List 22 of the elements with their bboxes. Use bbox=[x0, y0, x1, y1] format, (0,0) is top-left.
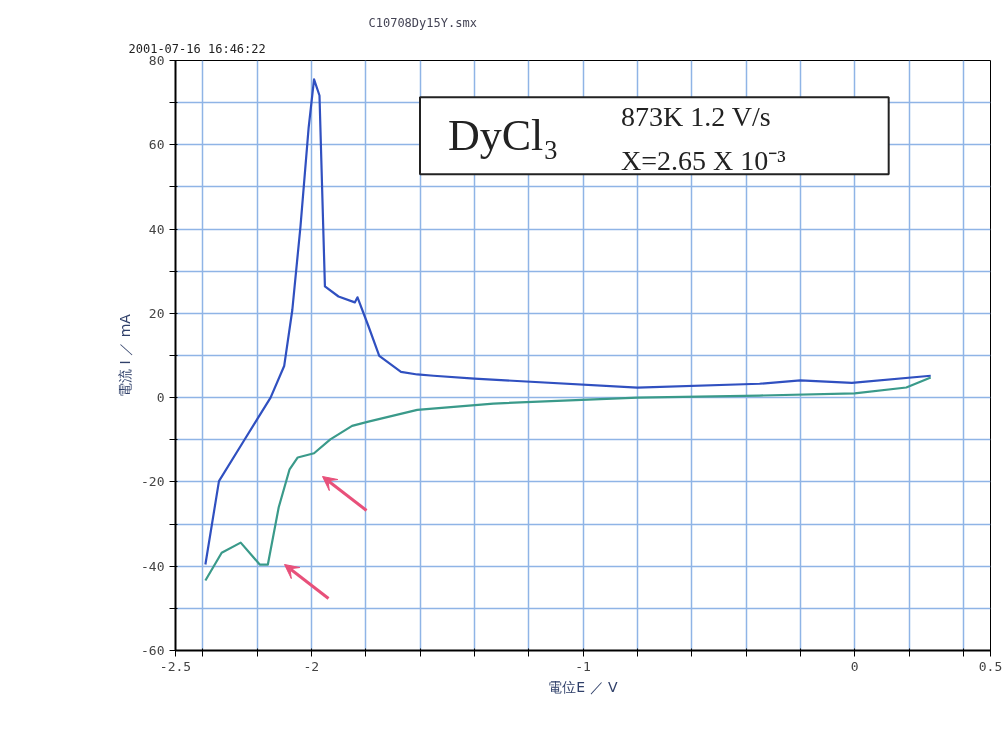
annotation: DyCl₃ bbox=[448, 111, 559, 161]
y-tick-label: 0 bbox=[156, 390, 165, 406]
x-axis-title: 電位E ／ V bbox=[548, 678, 619, 695]
annotation: 873K 1.2 V/s bbox=[621, 101, 771, 133]
y-tick-label: -20 bbox=[141, 474, 165, 490]
text: C10708Dy15Y.smx bbox=[368, 15, 477, 30]
y-tick-label: -60 bbox=[141, 643, 165, 658]
annotation: X=2.65 X 10⁻³ bbox=[621, 145, 786, 177]
x-tick-label: -2.5 bbox=[159, 658, 192, 674]
x-tick-label: 0.5 bbox=[978, 658, 1003, 674]
x-tick-label: 0 bbox=[850, 658, 859, 674]
x-tick-label: -1 bbox=[575, 658, 591, 674]
x-tick-label: -2 bbox=[303, 658, 320, 674]
line-series bbox=[204, 376, 932, 582]
y-tick-label: 20 bbox=[148, 305, 165, 321]
y-tick-label: 40 bbox=[148, 221, 165, 237]
y-tick-label: 60 bbox=[148, 137, 165, 153]
text: 2001-07-16 16:46:22 bbox=[128, 41, 266, 56]
line-series bbox=[204, 78, 932, 566]
y-axis-title: 電流 I ／ mA bbox=[117, 313, 134, 397]
y-tick-label: -40 bbox=[141, 558, 165, 574]
y-tick-label: 80 bbox=[148, 53, 165, 68]
